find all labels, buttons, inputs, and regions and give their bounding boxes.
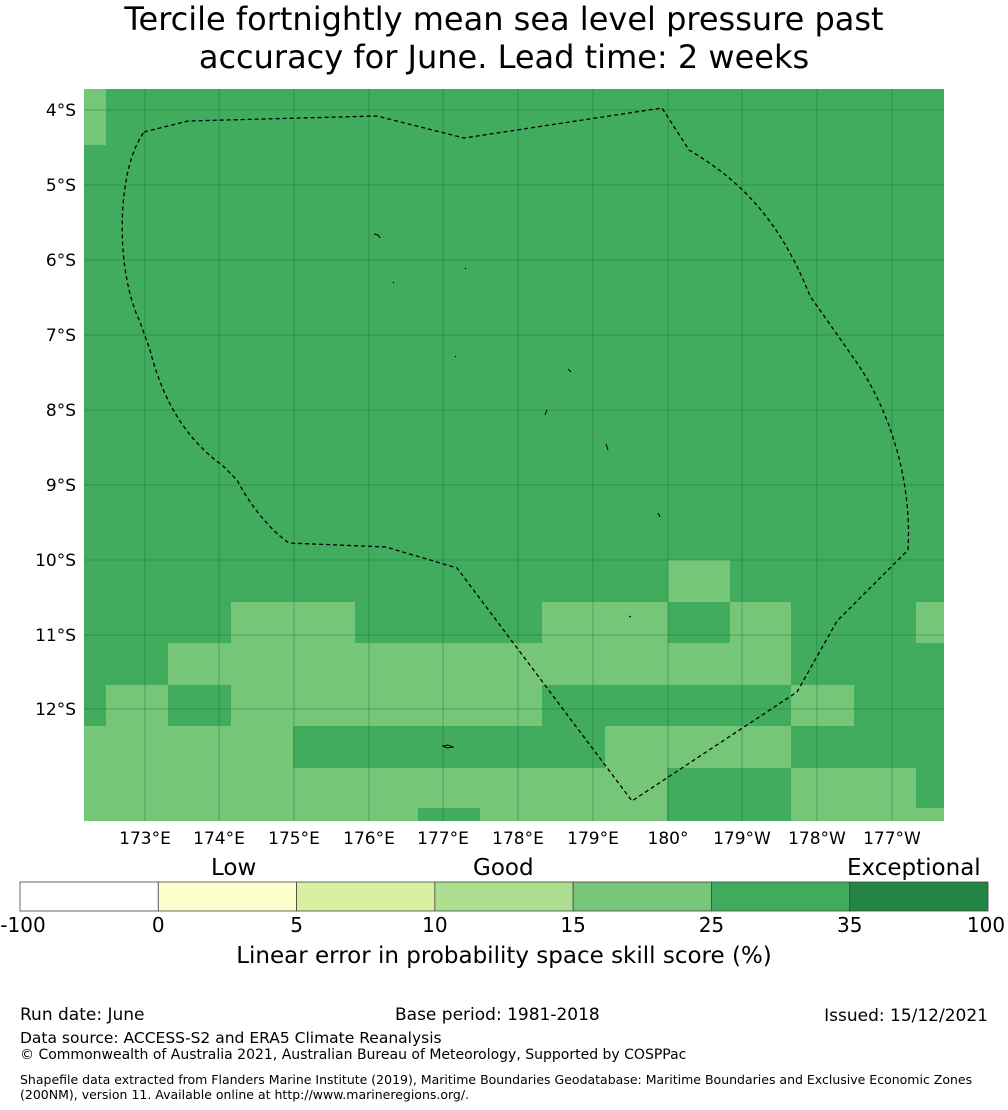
colorbar-segment [711, 881, 851, 912]
shapefile-credit: Shapefile data extracted from Flanders M… [20, 1072, 973, 1102]
skill-score-map: 4°S 5°S 6°S 7°S 8°S 9°S 10°S 11°S 12°S 173°E 174°… [35, 89, 944, 849]
latitude-label: 8°S [46, 401, 76, 421]
colorbar-tick-label: 100 [966, 913, 1006, 937]
graticule [84, 89, 944, 821]
longitude-label: 178°W [788, 829, 846, 849]
latitude-label: 11°S [35, 626, 76, 646]
colorbar-tick-label: -100 [0, 913, 46, 937]
longitude-label: 173°E [119, 829, 171, 849]
skill-cell [84, 768, 667, 821]
island [605, 443, 609, 451]
island [441, 744, 455, 749]
latitude-label: 12°S [35, 700, 76, 720]
colorbar-tick-label: 35 [836, 913, 863, 937]
colorbar [19, 881, 989, 912]
colorbar-label: Linear error in probability space skill … [236, 943, 772, 969]
colorbar-segment [157, 881, 297, 912]
longitude-label: 175°E [268, 829, 320, 849]
longitude-label: 174°E [193, 829, 245, 849]
skill-grid [84, 89, 944, 821]
skill-cell [605, 726, 791, 768]
skill-cell [106, 685, 168, 726]
skill-cell [84, 726, 293, 768]
base-period: Base period: 1981-2018 [395, 1005, 600, 1025]
island [628, 615, 632, 618]
chart-title: Tercile fortnightly mean sea level press… [0, 0, 1008, 76]
colorbar-segment [849, 881, 989, 912]
copyright: © Commonwealth of Australia 2021, Austra… [20, 1047, 687, 1063]
latitude-label: 7°S [46, 326, 76, 346]
latitude-labels: 4°S 5°S 6°S 7°S 8°S 9°S 10°S 11°S 12°S [35, 101, 76, 720]
latitude-label: 9°S [46, 476, 76, 496]
skill-cell [791, 768, 916, 821]
skill-cell [231, 685, 542, 726]
island [544, 409, 548, 416]
data-source: Data source: ACCESS-S2 and ERA5 Climate … [20, 1029, 442, 1047]
skill-cell [916, 602, 944, 643]
latitude-label: 10°S [35, 551, 76, 571]
island [454, 355, 457, 358]
skill-cell [542, 602, 668, 643]
skill-cell [418, 808, 480, 821]
colorbar-tick-label: 10 [422, 913, 448, 937]
skill-cell [84, 89, 106, 145]
issued-date: Issued: 15/12/2021 [824, 1006, 988, 1026]
latitude-label: 4°S [46, 101, 76, 121]
longitude-label: 178°E [492, 829, 544, 849]
run-date: Run date: June [20, 1005, 145, 1025]
title-line-2: accuracy for June. Lead time: 2 weeks [198, 38, 810, 76]
longitude-labels: 173°E 174°E 175°E 176°E 177°E 178°E 179°E 180° 1… [119, 829, 921, 849]
skill-cell [668, 560, 730, 602]
islands [373, 233, 661, 749]
skill-cell [791, 685, 854, 726]
longitude-label: 179°W [713, 829, 771, 849]
latitude-label: 6°S [46, 251, 76, 271]
latitude-label: 5°S [46, 176, 76, 196]
colorbar-segment [19, 881, 159, 912]
skill-cell [542, 643, 791, 685]
island [392, 281, 395, 284]
colorbar-tick-label: 5 [290, 913, 303, 937]
skill-cell [168, 643, 542, 685]
colorbar-segment [296, 881, 436, 912]
colorbar-tick-label: 25 [698, 913, 725, 937]
longitude-label: 180° [648, 829, 689, 849]
island [657, 512, 661, 518]
longitude-label: 176°E [343, 829, 395, 849]
skill-cell [916, 808, 944, 821]
island [567, 368, 572, 373]
colorbar-segment [572, 881, 712, 912]
longitude-label: 177°E [417, 829, 469, 849]
island [464, 267, 467, 270]
colorbar-category-good: Good [473, 855, 534, 881]
longitude-label: 177°W [863, 829, 921, 849]
skill-cell [730, 602, 791, 643]
colorbar-segment [434, 881, 574, 912]
colorbar-category-low: Low [211, 855, 257, 881]
skill-cell [231, 602, 355, 643]
skill-cell [667, 768, 791, 808]
colorbar-tick-label: 0 [151, 913, 165, 937]
island [373, 233, 381, 239]
longitude-label: 179°E [567, 829, 619, 849]
colorbar-tick-label: 15 [560, 913, 586, 937]
colorbar-category-exceptional: Exceptional [847, 855, 981, 881]
title-line-1: Tercile fortnightly mean sea level press… [124, 0, 884, 38]
